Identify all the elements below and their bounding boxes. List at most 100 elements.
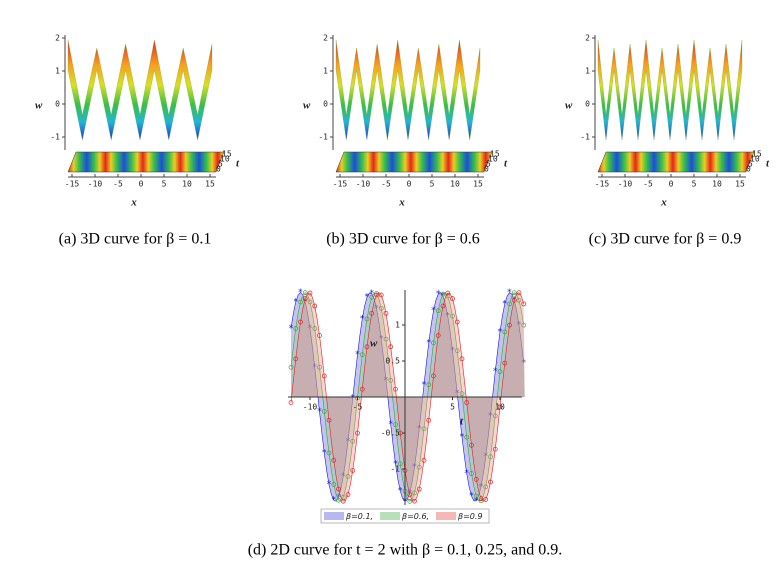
marker (488, 479, 493, 485)
t-axis-label: t (236, 158, 240, 170)
curve (290, 292, 525, 502)
marker (454, 319, 460, 325)
legend-label: β=0.6, (401, 512, 429, 521)
marker (393, 386, 398, 392)
curve-fill (291, 292, 525, 502)
marker (293, 356, 299, 362)
legend-label: β=0.1, (345, 512, 373, 521)
x-tick-label: 10 (495, 403, 505, 412)
contour-plane (597, 151, 755, 173)
marker: * (369, 289, 374, 299)
marker (317, 333, 322, 338)
curve-fill (291, 292, 525, 502)
marker (492, 413, 498, 419)
x-tick-label: 5 (430, 180, 435, 189)
legend-label: β=0.9 (457, 512, 483, 521)
marker (407, 492, 413, 497)
x-tick-label: -15 (333, 180, 348, 189)
marker: * (345, 437, 350, 447)
marker: * (364, 293, 369, 303)
x-axis-label: x (130, 197, 137, 209)
t-axis-label: t (504, 158, 508, 170)
x-tick-label: 10 (182, 180, 192, 189)
marker (473, 493, 479, 499)
marker: * (417, 424, 422, 434)
surface (335, 39, 481, 141)
w-tick-label: 0 (323, 100, 328, 109)
marker: * (374, 304, 379, 314)
contour-plane (335, 151, 493, 173)
x-tick-label: -15 (595, 180, 610, 189)
x-tick-label: -10 (356, 180, 371, 189)
marker (355, 395, 360, 401)
marker: * (322, 449, 327, 459)
marker (478, 496, 484, 501)
marker (502, 329, 508, 335)
x-tick-label: -5 (381, 180, 391, 189)
w-tick-label: 1 (55, 67, 60, 76)
x-tick-label: -15 (65, 180, 80, 189)
marker: * (497, 327, 502, 337)
w-tick-label: -1 (580, 133, 590, 142)
t-tick-label: 15 (222, 150, 232, 159)
x-tick-label: -10 (88, 180, 103, 189)
marker (497, 404, 503, 410)
marker (440, 303, 446, 309)
x-axis-label: t (460, 416, 464, 428)
marker: * (502, 299, 507, 309)
x-axis-label: x (398, 197, 405, 209)
marker (412, 490, 417, 496)
marker (307, 299, 313, 305)
marker: * (474, 496, 479, 506)
marker (435, 333, 441, 338)
marker (473, 476, 479, 482)
legend-swatch (380, 512, 400, 520)
marker: * (488, 411, 493, 421)
x-tick-label: 5 (692, 180, 697, 189)
marker: * (440, 292, 445, 302)
w-tick-label: 1 (585, 67, 590, 76)
marker (345, 492, 351, 497)
marker (331, 457, 337, 463)
marker (321, 409, 327, 414)
marker (516, 290, 522, 296)
marker: * (455, 389, 460, 399)
marker (454, 348, 460, 354)
marker (421, 426, 427, 432)
y-tick-label: -1 (390, 465, 400, 474)
marker: * (379, 335, 384, 345)
t-tick-label: 15 (752, 150, 762, 159)
marker: * (331, 496, 336, 506)
marker (459, 391, 465, 397)
t-tick-label: 0 (216, 165, 221, 174)
marker: * (383, 376, 388, 386)
x-axis-label: x (660, 197, 667, 209)
marker: * (355, 350, 360, 360)
x-tick-label: -5 (643, 180, 653, 189)
marker: * (350, 394, 355, 404)
marker (469, 442, 474, 448)
t-tick-label: 10 (750, 155, 760, 164)
w-tick-label: -1 (50, 133, 60, 142)
marker (516, 297, 522, 303)
t-tick-label: 0 (484, 165, 489, 174)
y-tick-label: 1 (395, 321, 400, 330)
marker (416, 464, 422, 470)
marker (378, 305, 384, 311)
marker: * (326, 480, 331, 490)
marker: * (436, 290, 441, 300)
marker (321, 373, 327, 379)
marker (397, 461, 403, 467)
marker: * (421, 380, 426, 390)
marker: * (312, 363, 317, 373)
w-tick-label: 0 (55, 100, 60, 109)
x-tick-label: -10 (618, 180, 633, 189)
marker: * (521, 359, 526, 369)
marker (483, 484, 489, 490)
marker (302, 296, 308, 301)
marker (298, 319, 303, 325)
marker (336, 486, 341, 492)
t-axis-label: t (766, 158, 770, 170)
marker (369, 310, 375, 316)
